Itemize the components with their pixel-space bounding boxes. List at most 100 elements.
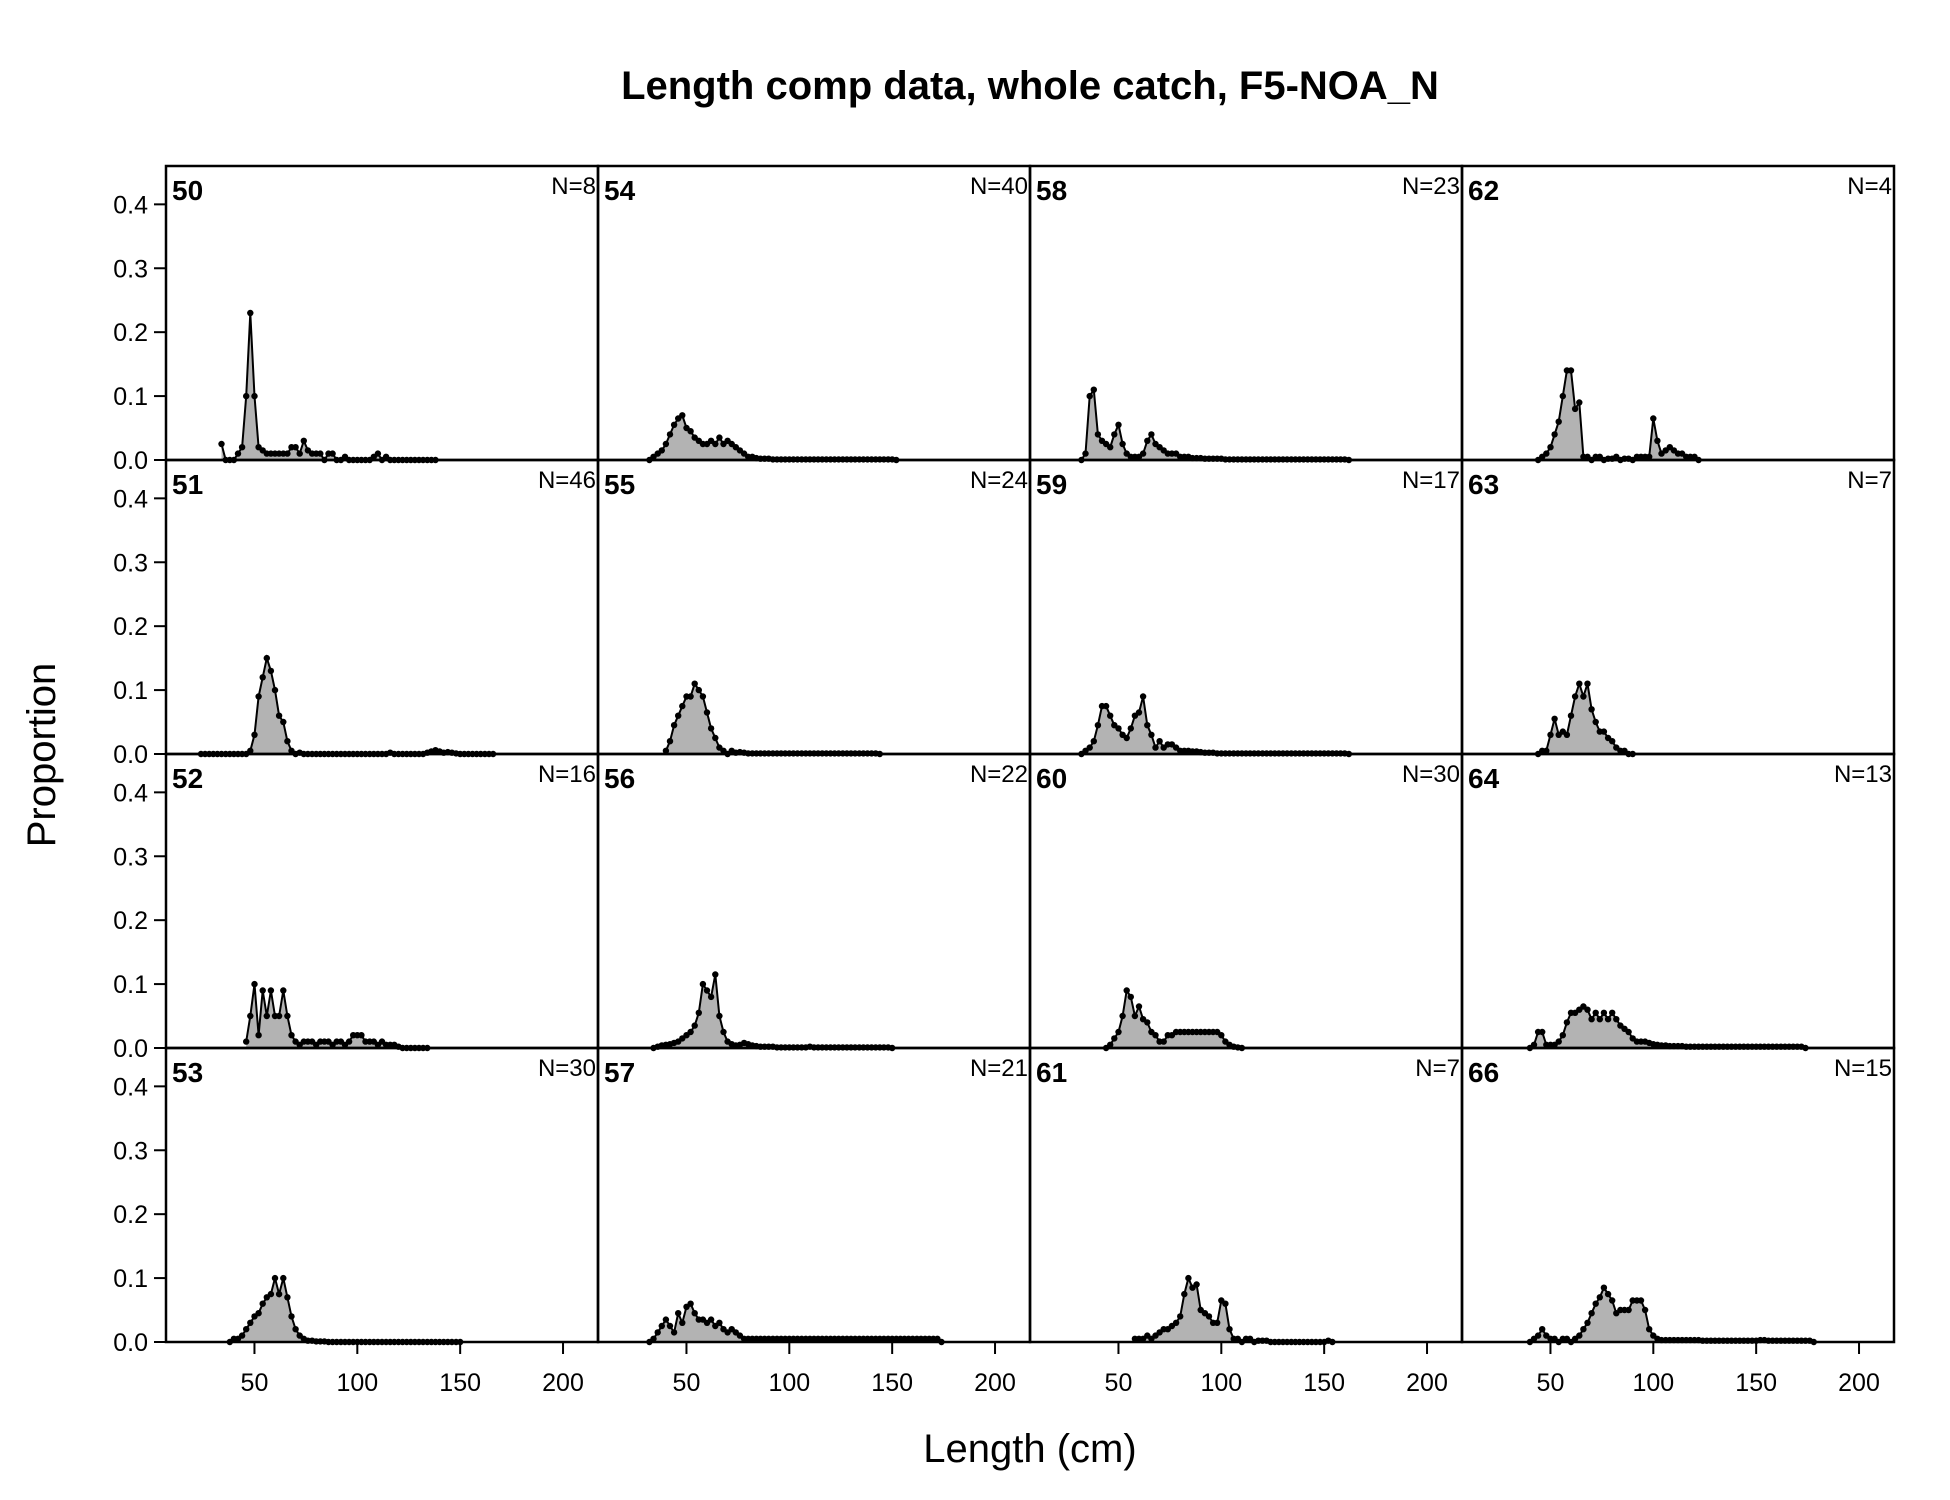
panel-61: 61 N=7 50 100 150 200 (1028, 1046, 1464, 1397)
data-point (1609, 738, 1616, 745)
data-point (1177, 1313, 1184, 1320)
area-fill (1538, 370, 1699, 460)
data-point (1588, 706, 1595, 713)
data-point (720, 1028, 727, 1036)
panel-58: 58 N=23 (1028, 164, 1464, 464)
data-point (358, 1032, 365, 1039)
y-tick-label: 0.1 (113, 1265, 148, 1293)
x-tick-label: 150 (439, 1369, 481, 1397)
data-point (1111, 431, 1118, 438)
data-point (712, 971, 719, 978)
y-tick-label: 0.3 (113, 843, 148, 871)
y-tick-label: 0.2 (113, 319, 148, 347)
panel-57: 57 N=21 50 100 150 200 (596, 1046, 1032, 1397)
data-point (1090, 386, 1098, 393)
area-fill (1081, 696, 1349, 754)
panel-frame (596, 458, 1032, 756)
data-point (691, 680, 698, 687)
data-point (650, 1335, 657, 1343)
data-point (1135, 1003, 1143, 1010)
panel-label: 54 (604, 175, 636, 206)
panel-grid: 50 N=8 0.0 0.1 0.2 0.3 0.4 51 N=46 0.0 0.1 0.2 0.3 0.… (113, 164, 1896, 1397)
data-point (1152, 744, 1159, 751)
y-tick-label: 0.2 (113, 613, 148, 641)
data-point (1543, 747, 1550, 754)
x-tick-label: 150 (1303, 1369, 1345, 1397)
data-point (1571, 693, 1579, 700)
data-point (1218, 1032, 1225, 1039)
data-point (329, 450, 336, 457)
data-point (1107, 712, 1114, 719)
sample-size-label: N=4 (1847, 173, 1892, 200)
data-point (271, 686, 279, 694)
data-point (267, 987, 275, 994)
data-point (1555, 1038, 1562, 1045)
panel-64: 64 N=13 (1460, 752, 1896, 1052)
data-point (1214, 1319, 1221, 1327)
data-point (1580, 1326, 1587, 1333)
data-point (1144, 722, 1151, 729)
data-point (1148, 431, 1155, 438)
data-point (1090, 738, 1098, 745)
data-point (1534, 1332, 1542, 1339)
data-point (1592, 1009, 1599, 1016)
x-tick-label: 50 (1537, 1369, 1565, 1397)
data-point (675, 1310, 682, 1317)
data-point (662, 1316, 670, 1323)
data-point (267, 1290, 275, 1298)
data-point (1555, 418, 1562, 425)
y-tick-label: 0.0 (113, 1035, 148, 1063)
data-point (1094, 722, 1102, 729)
x-tick-label: 150 (1735, 1369, 1777, 1397)
data-point (1551, 431, 1558, 438)
data-point (1152, 1032, 1159, 1039)
y-tick-label: 0.0 (113, 1329, 148, 1357)
data-point (716, 434, 723, 441)
data-point (679, 1319, 686, 1327)
data-point (679, 702, 686, 710)
panel-frame (596, 1046, 1032, 1344)
data-point (271, 1274, 279, 1282)
data-point (1559, 392, 1567, 400)
data-point (1596, 1016, 1604, 1023)
data-point (687, 693, 694, 700)
area-fill (1529, 1006, 1806, 1048)
data-point (670, 1329, 678, 1336)
y-tick-label: 0.1 (113, 383, 148, 411)
data-point (1094, 431, 1102, 438)
data-point (1592, 718, 1599, 726)
data-point (1646, 1326, 1653, 1333)
panel-label: 56 (604, 763, 635, 794)
data-point (695, 686, 702, 694)
data-point (1604, 1016, 1612, 1023)
data-point (666, 1322, 674, 1330)
panel-frame (164, 164, 600, 462)
data-point (1086, 392, 1093, 400)
data-point (1111, 1035, 1118, 1042)
panel-frame (596, 164, 1032, 462)
data-point (1135, 709, 1143, 716)
data-point (1139, 450, 1147, 457)
data-point (284, 738, 291, 745)
data-point (1576, 399, 1583, 406)
data-point (1600, 1284, 1608, 1291)
panel-50: 50 N=8 0.0 0.1 0.2 0.3 0.4 (113, 164, 600, 475)
data-point (1107, 444, 1114, 451)
chart-title: Length comp data, whole catch, F5-NOA_N (621, 64, 1439, 108)
data-point (247, 747, 254, 754)
panel-frame (1460, 752, 1896, 1050)
data-point (292, 1326, 299, 1333)
x-tick-label: 100 (1632, 1369, 1674, 1397)
data-point (243, 1038, 250, 1045)
data-point (1613, 1016, 1620, 1023)
data-point (1119, 1012, 1126, 1020)
panel-63: 63 N=7 (1460, 458, 1896, 758)
data-point (712, 734, 719, 742)
x-tick-label: 200 (542, 1369, 584, 1397)
data-point (296, 450, 303, 457)
y-tick-label: 0.3 (113, 255, 148, 283)
data-point (1119, 440, 1126, 448)
data-point (284, 450, 291, 457)
area-fill (229, 1278, 461, 1342)
